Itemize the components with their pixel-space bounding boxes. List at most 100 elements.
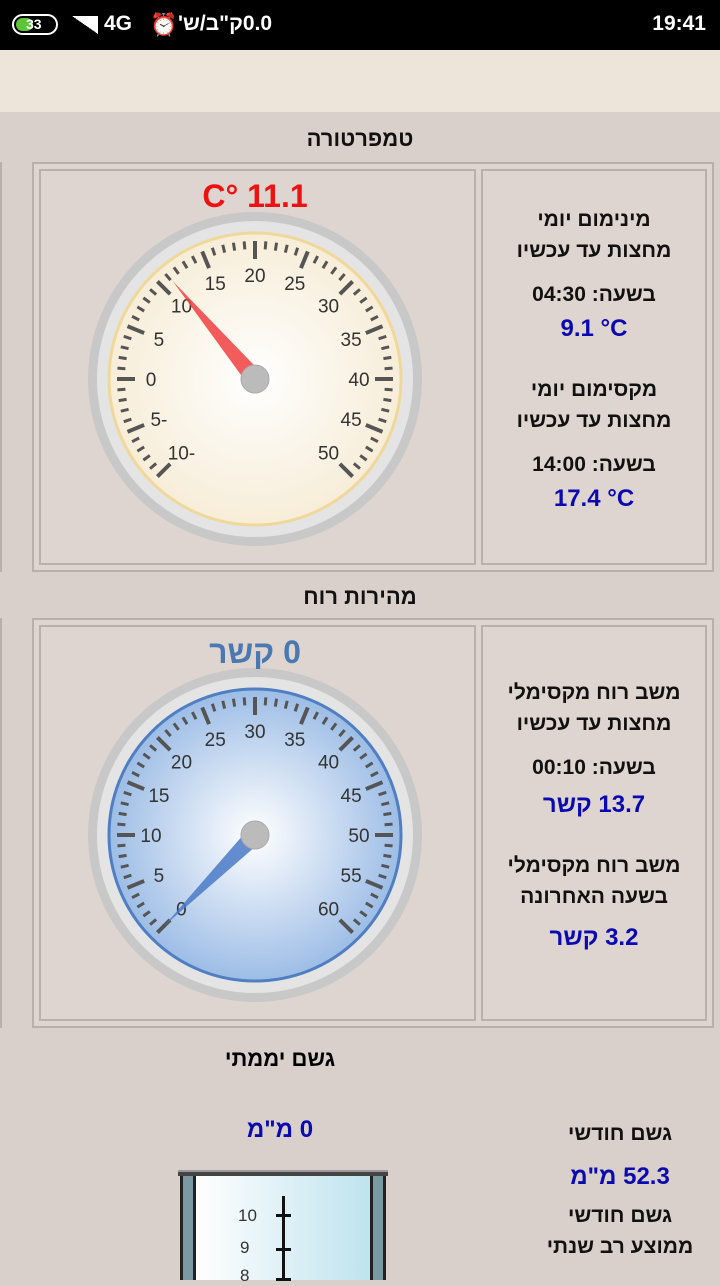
gauge-tick: [370, 315, 379, 322]
status-bar: 33 4G ⏰ 0.0ק"ב/ש' 19:41: [0, 0, 720, 50]
gust-value: 13.7 קשר: [542, 791, 646, 818]
gauge-tick: [126, 423, 145, 434]
rain-title: גשם יממתי: [224, 1046, 336, 1071]
gauge-tick: [384, 387, 393, 392]
gauge-tick: [338, 280, 354, 296]
gauge-tick: [321, 260, 329, 269]
gauge-tick: [118, 397, 127, 403]
gauge-tick: [191, 711, 198, 720]
gauge-tick: [312, 255, 319, 264]
gauge-tick: [181, 260, 189, 269]
gauge-tick: [126, 324, 145, 335]
network-speed: 0.0ק"ב/ש': [178, 12, 273, 35]
gauge-tick: [136, 445, 145, 453]
gauge-tick-label: 20: [171, 752, 192, 773]
gauge-tick-label: 50: [348, 826, 369, 847]
min-value: 9.1 °C: [560, 315, 628, 342]
gauge-tick: [365, 879, 384, 890]
gauge-tick: [136, 761, 145, 769]
monthly-rain-value: 52.3 מ"מ: [570, 1163, 670, 1190]
gauge-tick: [131, 892, 140, 899]
gauge-tick: [120, 801, 129, 807]
gauge-tick: [123, 873, 132, 880]
gauge-tick-label: 15: [205, 274, 226, 295]
gauge-tick: [123, 417, 132, 424]
gust-sublabel: מחצות עד עכשיו: [516, 712, 672, 735]
gauge-tick-label: 55: [341, 866, 362, 887]
gauge-tick-label: 10: [171, 296, 192, 317]
gauge-tick: [149, 918, 158, 926]
divider: [0, 162, 2, 572]
min-label: מינימום יומי: [537, 208, 651, 231]
gauge-tick: [330, 266, 338, 275]
gauge-tick: [149, 288, 158, 296]
gauge-tick: [117, 366, 126, 371]
gauge-tick: [164, 273, 172, 282]
temperature-stats: מינימום יומי מחצות עד עכשיו בשעה: 04:30 …: [481, 169, 707, 565]
clock: 19:41: [652, 12, 706, 35]
gauge-tick: [338, 918, 354, 934]
gauge-tick: [365, 761, 374, 769]
temperature-panel: -10 -5 0 5 10 15 20 25 30 35 40 45 50 11.1 °C מינימום…: [32, 162, 714, 572]
gauge-tick-label: -10: [168, 444, 195, 465]
gust-label: משב רוח מקסימלי: [507, 681, 681, 704]
gauge-tick: [117, 843, 126, 848]
gauge-tick-label: 5: [154, 866, 165, 887]
gauge-tick: [383, 355, 392, 361]
gauge-tick: [330, 722, 338, 731]
gauge-tick: [181, 716, 189, 725]
gauge-tick: [370, 436, 379, 443]
gauge-tick: [365, 901, 374, 909]
gauge-tick: [283, 700, 289, 709]
wind-gauge-box: 0510152025303540455055600 קשר: [39, 625, 476, 1021]
gauge-tick: [191, 255, 198, 264]
gauge-tick: [384, 822, 393, 827]
gauge-tick: [126, 879, 145, 890]
rain-gauge: 10 9 8: [178, 1170, 388, 1285]
gauge-tick: [381, 801, 390, 807]
gauge-tick: [242, 697, 247, 706]
gauge-tick: [299, 706, 310, 725]
gauge-tick: [210, 247, 217, 256]
gauge-tick: [383, 811, 392, 817]
gauge-tick: [242, 241, 247, 250]
min-time: בשעה: 04:30: [532, 283, 656, 306]
gauge-tick: [338, 736, 354, 752]
hour-gust-value: 3.2 קשר: [549, 924, 639, 951]
gauge-tick-label: 35: [284, 730, 305, 751]
gauge-tick-label: 25: [205, 730, 226, 751]
gauge-tick-label: 45: [341, 410, 362, 431]
gauge-needle: [172, 281, 262, 385]
max-sublabel: מחצות עד עכשיו: [516, 409, 672, 432]
gauge-tick: [359, 910, 368, 918]
gauge-tick-label: 10: [140, 826, 161, 847]
gauge-tick: [338, 273, 346, 282]
gauge-tick: [293, 703, 300, 712]
gauge-reading: 11.1 °C: [202, 178, 307, 214]
gauge-tick: [131, 771, 140, 778]
gauge-tick: [378, 417, 387, 424]
gauge-tick: [370, 892, 379, 899]
gauge-tick: [352, 288, 361, 296]
monthly-rain-label: גשם חודשי: [567, 1122, 672, 1145]
gauge-tick: [156, 280, 172, 296]
gauge-tick: [156, 736, 172, 752]
max-value: 17.4 °C: [553, 485, 635, 512]
gauge-tick: [120, 407, 129, 413]
gauge-tick: [381, 407, 390, 413]
wind-panel: 0510152025303540455055600 קשר משב רוח מק…: [32, 618, 714, 1028]
gauge-tick: [118, 355, 127, 361]
gauge-tick: [210, 703, 217, 712]
gauge-tick: [126, 780, 145, 791]
gauge-tick: [200, 706, 211, 725]
gauge-tick: [283, 244, 289, 253]
gauge-tick: [378, 873, 387, 880]
gauge-tick: [118, 811, 127, 817]
gauge-tick: [118, 853, 127, 859]
gauge-tick: [293, 247, 300, 256]
max-label: מקסימום יומי: [530, 378, 658, 401]
battery-level: 33: [26, 16, 42, 32]
gauge-tick: [365, 324, 384, 335]
gauge-tick: [156, 462, 172, 478]
gauge-tick-label: 30: [318, 296, 339, 317]
